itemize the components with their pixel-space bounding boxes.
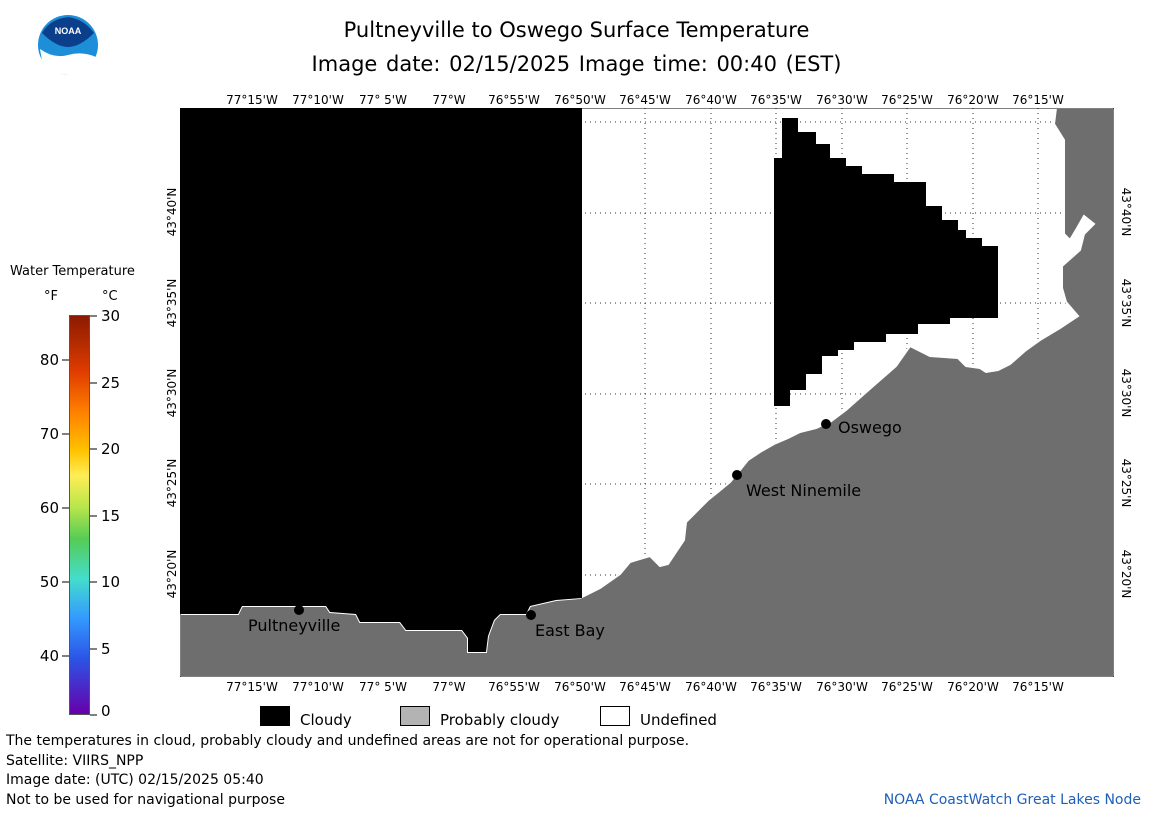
lon-label-bottom: 76°40'W [685, 680, 737, 694]
note-line: The temperatures in cloud, probably clou… [6, 733, 690, 749]
legend-tick-c: 5 [101, 640, 111, 658]
place-marker-west-ninemile [732, 470, 742, 480]
map-canvas [180, 108, 1114, 677]
lon-label-bottom: 76°15'W [1012, 680, 1064, 694]
lon-label-top: 76°50'W [554, 93, 606, 107]
place-marker-pultneyville [294, 605, 304, 615]
key-label-probably-cloudy: Probably cloudy [440, 711, 560, 729]
lon-label-top: 77°10'W [292, 93, 344, 107]
lon-label-bottom: 77°10'W [292, 680, 344, 694]
lat-label-right: 43°40'N [1119, 187, 1133, 237]
lon-label-bottom: 76°35'W [750, 680, 802, 694]
legend-tick-f: 60 [39, 499, 59, 517]
lat-label-left: 43°25'N [165, 458, 179, 508]
legend-tick-f: 40 [39, 647, 59, 665]
legend-tick-c: 15 [101, 507, 121, 525]
note-line: Satellite: VIIRS_NPP [6, 753, 144, 769]
cloud-area-east [774, 118, 998, 406]
key-label-undefined: Undefined [640, 711, 717, 729]
lon-label-top: 77° 5'W [359, 93, 407, 107]
place-label-west-ninemile: West Ninemile [746, 481, 862, 500]
lat-label-left: 43°20'N [165, 549, 179, 599]
logo-text: NOAA [55, 26, 82, 36]
lon-label-bottom: 76°25'W [881, 680, 933, 694]
place-label-pultneyville: Pultneyville [248, 616, 341, 635]
lon-label-top: 76°35'W [750, 93, 802, 107]
lon-label-top: 76°40'W [685, 93, 737, 107]
lat-label-left: 43°40'N [165, 187, 179, 237]
lat-label-left: 43°30'N [165, 368, 179, 418]
lat-label-left: 43°35'N [165, 278, 179, 328]
key-swatch-undefined [600, 706, 630, 726]
lon-label-bottom: 77°W [432, 680, 466, 694]
lon-label-bottom: 76°55'W [488, 680, 540, 694]
noaa-logo: NOAA [38, 15, 98, 76]
lat-label-right: 43°25'N [1119, 458, 1133, 508]
place-marker-oswego [821, 419, 831, 429]
land-area [180, 108, 1114, 677]
cloud-area-west [180, 108, 582, 652]
legend-tick-f: 70 [39, 425, 59, 443]
place-label-oswego: Oswego [838, 418, 902, 437]
lon-label-bottom: 76°45'W [619, 680, 671, 694]
lon-label-top: 76°55'W [488, 93, 540, 107]
lon-label-bottom: 76°20'W [947, 680, 999, 694]
legend-tick-c: 10 [101, 573, 121, 591]
lat-label-right: 43°20'N [1119, 549, 1133, 599]
key-swatch-probably-cloudy [400, 706, 430, 726]
key-swatch-cloudy [260, 706, 290, 726]
key-label-cloudy: Cloudy [300, 711, 352, 729]
place-marker-east-bay [526, 610, 536, 620]
note-line: Not to be used for navigational purpose [6, 792, 285, 808]
lat-label-right: 43°30'N [1119, 368, 1133, 418]
color-scale-bar [69, 315, 90, 715]
lon-label-top: 76°30'W [816, 93, 868, 107]
legend-unit-f: °F [44, 289, 58, 304]
legend-tick-c: 30 [101, 307, 121, 325]
lon-label-bottom: 76°30'W [816, 680, 868, 694]
legend-unit-c: °C [102, 289, 118, 304]
map-title: Pultneyville to Oswego Surface Temperatu… [343, 18, 810, 42]
lon-label-top: 76°15'W [1012, 93, 1064, 107]
lon-label-bottom: 76°50'W [554, 680, 606, 694]
lon-label-top: 77°15'W [226, 93, 278, 107]
legend-ticks [62, 315, 97, 716]
lon-label-top: 76°45'W [619, 93, 671, 107]
legend-tick-f: 80 [39, 351, 59, 369]
lon-label-top: 76°25'W [881, 93, 933, 107]
legend-title: Water Temperature [10, 264, 135, 279]
lat-label-right: 43°35'N [1119, 278, 1133, 328]
credit-text: NOAA CoastWatch Great Lakes Node [883, 792, 1141, 808]
legend-tick-f: 50 [39, 573, 59, 591]
legend-tick-c: 0 [101, 702, 111, 720]
place-label-east-bay: East Bay [535, 621, 605, 640]
note-line: Image date: (UTC) 02/15/2025 05:40 [6, 772, 264, 788]
lon-label-bottom: 77° 5'W [359, 680, 407, 694]
legend-tick-c: 20 [101, 440, 121, 458]
lon-label-bottom: 77°15'W [226, 680, 278, 694]
lon-label-top: 76°20'W [947, 93, 999, 107]
legend-tick-c: 25 [101, 374, 121, 392]
lon-label-top: 77°W [432, 93, 466, 107]
map-subtitle: Image date: 02/15/2025 Image time: 00:40… [311, 52, 842, 76]
